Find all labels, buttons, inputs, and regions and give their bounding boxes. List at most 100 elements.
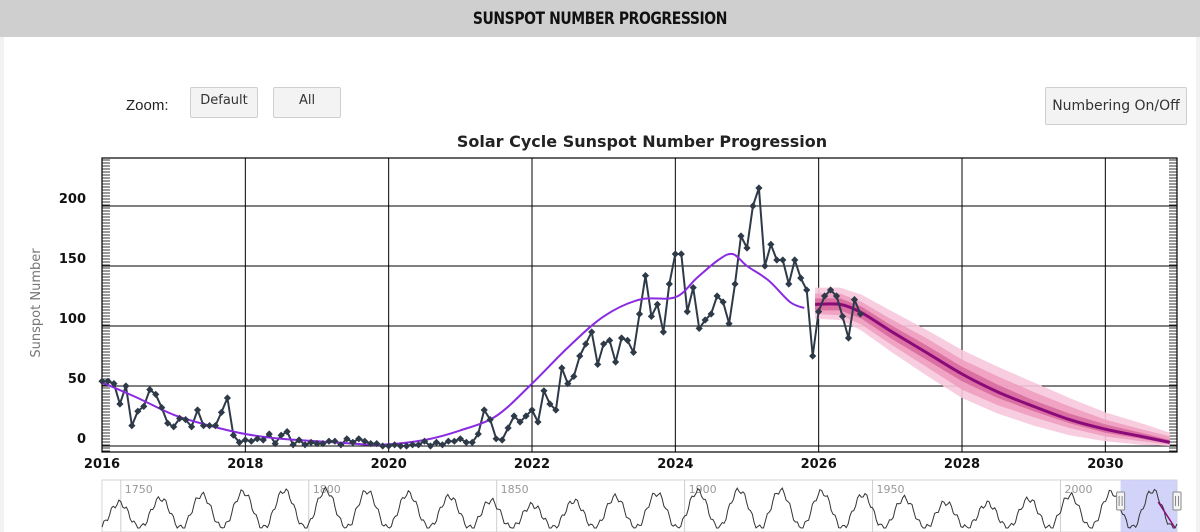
navigator-frame bbox=[101, 479, 1178, 532]
observed-point bbox=[504, 424, 512, 432]
observed-point bbox=[319, 440, 327, 448]
observed-point bbox=[635, 310, 644, 318]
observed-point bbox=[373, 440, 381, 448]
observed-point bbox=[420, 437, 429, 445]
observed-point bbox=[140, 402, 148, 410]
observed-point bbox=[773, 256, 781, 264]
observed-point bbox=[205, 422, 214, 430]
observed-point bbox=[122, 382, 130, 390]
observed-point bbox=[755, 184, 763, 192]
observed-point bbox=[677, 250, 685, 258]
observed-point bbox=[546, 400, 554, 408]
observed-point bbox=[444, 437, 452, 445]
observed-point bbox=[594, 360, 602, 368]
observed-point bbox=[152, 390, 160, 398]
observed-point bbox=[659, 328, 667, 336]
observed-markers bbox=[98, 184, 865, 450]
observed-point bbox=[343, 435, 351, 443]
observed-point bbox=[713, 292, 721, 300]
observed-point bbox=[241, 436, 249, 444]
observed-point bbox=[349, 438, 357, 446]
observed-point bbox=[695, 324, 703, 332]
observed-point bbox=[211, 422, 220, 430]
observed-point bbox=[355, 435, 363, 443]
observed-point bbox=[570, 372, 578, 380]
observed-point bbox=[98, 377, 106, 385]
observed-point bbox=[486, 416, 494, 424]
observed-point bbox=[832, 292, 841, 300]
observed-point bbox=[725, 320, 733, 328]
observed-point bbox=[785, 280, 793, 288]
observed-point bbox=[588, 328, 596, 336]
observed-point bbox=[647, 312, 656, 320]
observed-point bbox=[468, 438, 476, 446]
observed-point bbox=[689, 284, 697, 292]
observed-point bbox=[510, 412, 518, 420]
observed-point bbox=[432, 438, 441, 446]
navigator-year-label: 1950 bbox=[877, 483, 905, 496]
observed-point bbox=[229, 431, 237, 439]
observed-point bbox=[187, 423, 196, 431]
observed-point bbox=[325, 437, 333, 445]
observed-point bbox=[856, 310, 865, 318]
observed-point bbox=[271, 440, 279, 448]
page-title: SUNSPOT NUMBER PROGRESSION bbox=[472, 8, 728, 29]
observed-point bbox=[779, 256, 787, 264]
observed-point bbox=[199, 422, 208, 430]
x-tick-label: 2016 bbox=[84, 457, 120, 472]
observed-point bbox=[719, 298, 727, 306]
observed-point bbox=[767, 240, 775, 248]
observed-point bbox=[408, 441, 417, 449]
observed-point bbox=[182, 416, 190, 424]
prediction-bands bbox=[815, 287, 1170, 446]
observed-point bbox=[826, 286, 835, 294]
y-tick-label: 100 bbox=[59, 312, 86, 327]
x-tick-label: 2026 bbox=[801, 457, 837, 472]
observed-point bbox=[761, 262, 769, 270]
observed-point bbox=[623, 336, 632, 344]
y-tick-label: 200 bbox=[59, 192, 86, 207]
y-tick-label: 0 bbox=[77, 432, 86, 447]
observed-point bbox=[134, 407, 142, 415]
observed-point bbox=[426, 442, 435, 450]
numbering-toggle-button[interactable]: Numbering On/Off bbox=[1045, 87, 1187, 125]
observed-point bbox=[653, 300, 661, 308]
observed-point bbox=[803, 286, 811, 294]
observed-point bbox=[815, 308, 823, 316]
observed-point bbox=[797, 274, 805, 282]
y-tick-label: 50 bbox=[68, 372, 86, 387]
observed-point bbox=[253, 435, 261, 443]
observed-point bbox=[850, 296, 859, 304]
navigator-trace bbox=[101, 486, 1178, 529]
observed-point bbox=[582, 340, 590, 348]
observed-point bbox=[600, 340, 608, 348]
observed-point bbox=[164, 419, 172, 427]
observed-point bbox=[289, 441, 297, 449]
navigator-year-label: 1900 bbox=[689, 483, 717, 496]
observed-point bbox=[396, 442, 405, 450]
prediction-band-mid bbox=[815, 293, 1170, 445]
observed-point bbox=[480, 406, 488, 414]
observed-point bbox=[558, 364, 566, 372]
y-axis-label: Sunspot Number bbox=[29, 248, 44, 358]
x-tick-label: 2028 bbox=[944, 457, 980, 472]
observed-point bbox=[683, 308, 691, 316]
zoom-label: Zoom: bbox=[126, 97, 169, 114]
observed-point bbox=[707, 310, 715, 318]
range-navigator[interactable]: 1750 1800 1850 1900 1950 2000 bbox=[101, 479, 1182, 532]
observed-point bbox=[295, 436, 303, 444]
observed-point bbox=[307, 438, 315, 446]
observed-point bbox=[617, 334, 626, 342]
navigator-year-label: 1750 bbox=[125, 483, 153, 496]
zoom-all-button[interactable]: All bbox=[273, 87, 341, 118]
observed-point bbox=[791, 256, 799, 264]
observed-point bbox=[277, 431, 285, 439]
navigator-handle bbox=[1116, 491, 1126, 511]
observed-point bbox=[522, 412, 530, 420]
x-tick-label: 2024 bbox=[657, 457, 693, 472]
axis-ticks: 2016 2018 2020 2022 2024 2026 2028 2030 0 50 100 15… bbox=[59, 192, 1124, 472]
navigator-year-label: 1850 bbox=[501, 483, 529, 496]
observed-point bbox=[540, 387, 548, 395]
zoom-default-button[interactable]: Default bbox=[190, 87, 258, 118]
